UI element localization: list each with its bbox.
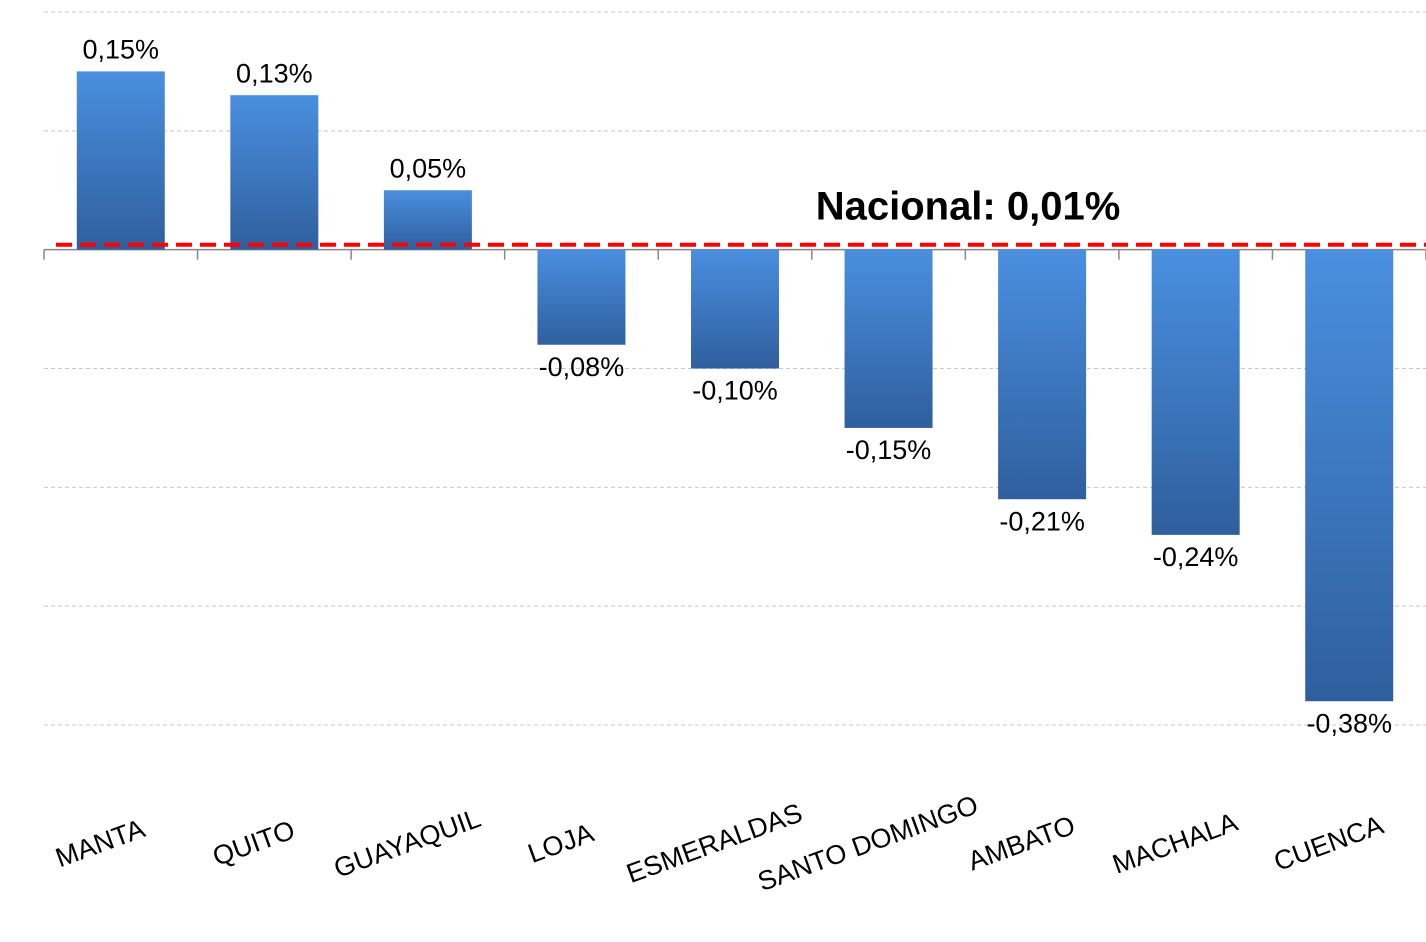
x-tick-label: AMBATO	[964, 810, 1079, 876]
x-tick-label: MANTA	[52, 813, 149, 873]
x-tick-label: MACHALA	[1109, 807, 1242, 880]
bar	[230, 95, 319, 250]
value-label: 0,05%	[390, 153, 467, 183]
value-label: -0,10%	[692, 376, 778, 406]
x-tick-label: CUENCA	[1270, 810, 1387, 877]
value-label: -0,15%	[846, 435, 932, 465]
bar	[998, 249, 1087, 500]
value-label: -0,08%	[539, 352, 625, 382]
x-tick-label: LOJA	[524, 818, 598, 869]
value-label: 0,15%	[82, 35, 159, 65]
value-label: -0,24%	[1153, 542, 1239, 572]
bar	[383, 190, 472, 250]
bar	[844, 249, 933, 428]
value-label: 0,13%	[236, 58, 313, 88]
x-tick-label: QUITO	[209, 815, 299, 872]
value-label: -0,38%	[1306, 708, 1392, 738]
value-label: -0,21%	[999, 506, 1085, 536]
bar	[537, 249, 626, 345]
bar	[1151, 249, 1240, 535]
x-tick-label: GUAYAQUIL	[330, 803, 485, 884]
bar	[691, 249, 779, 369]
bar	[1305, 249, 1394, 702]
bar	[76, 71, 165, 250]
reference-label: Nacional: 0,01%	[816, 184, 1121, 228]
